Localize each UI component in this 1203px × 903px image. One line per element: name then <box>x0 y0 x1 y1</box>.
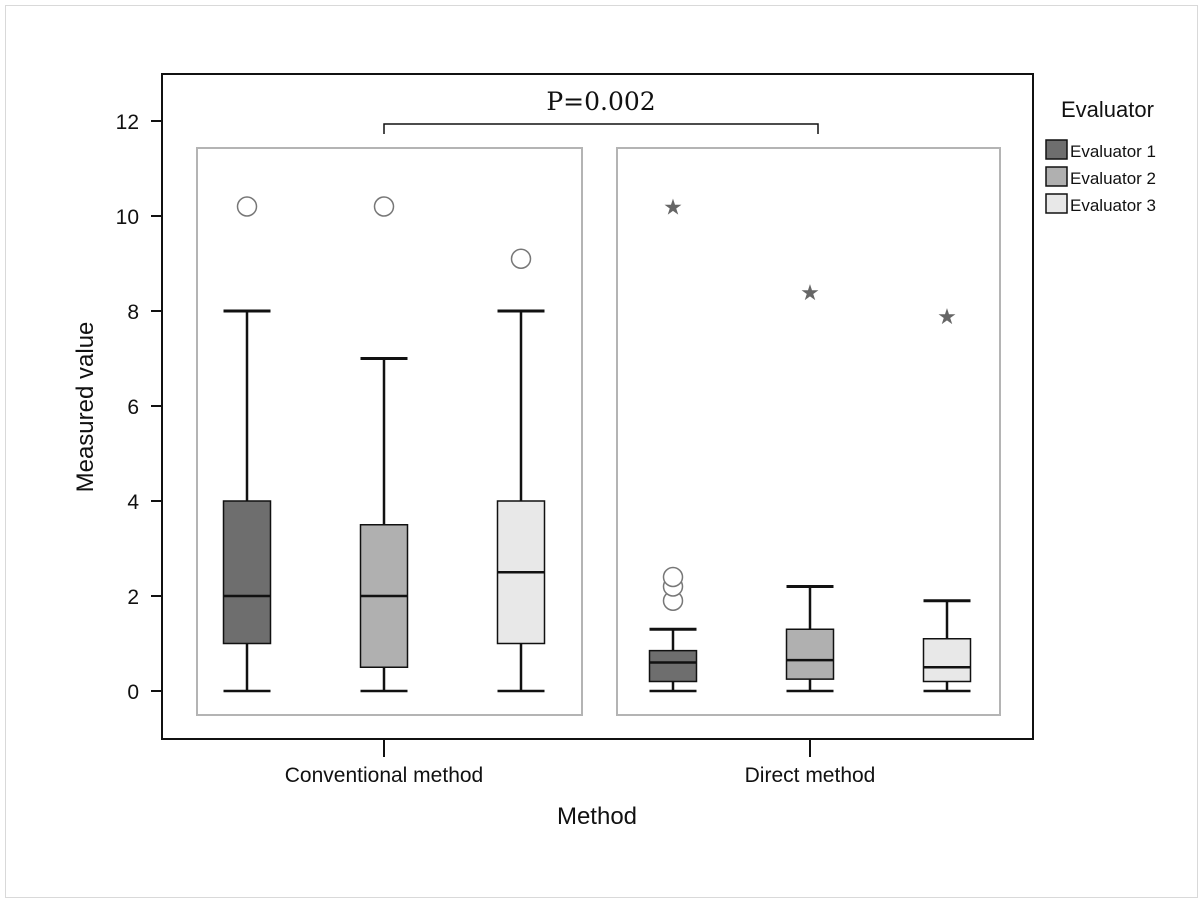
legend-title: Evaluator <box>1061 97 1154 122</box>
legend-label: Evaluator 2 <box>1070 169 1156 188</box>
box-evaluator-1 <box>222 196 272 693</box>
box-evaluator-3: ★ <box>922 305 972 693</box>
x-axis-title: Method <box>557 803 637 830</box>
category-panel-1 <box>196 147 583 716</box>
box-evaluator-2 <box>359 196 409 693</box>
box-iqr <box>922 638 972 683</box>
extreme-star: ★ <box>800 281 820 306</box>
box-iqr <box>648 649 698 683</box>
significance-label: P=0.002 <box>546 87 655 116</box>
y-tick-label: 2 <box>127 586 139 609</box>
y-tick-label: 0 <box>127 681 139 704</box>
y-axis-title: Measured value <box>72 322 99 493</box>
significance-bracket <box>383 123 819 134</box>
x-category-label: Direct method <box>745 764 876 787</box>
extreme-star: ★ <box>663 196 683 221</box>
legend-swatch <box>1045 193 1068 214</box>
box-evaluator-2: ★ <box>785 281 835 693</box>
y-tick-label: 8 <box>127 301 139 324</box>
outlier-point <box>236 196 258 217</box>
outlier-point <box>662 566 684 588</box>
y-tick-label: 6 <box>127 396 139 419</box>
legend: Evaluator Evaluator 1 Evaluator 2 Evaluato… <box>1045 97 1156 215</box>
legend-label: Evaluator 1 <box>1070 142 1156 161</box>
legend-swatch <box>1045 166 1068 187</box>
extreme-star: ★ <box>937 305 957 330</box>
box-iqr <box>222 500 272 645</box>
outlier-point <box>510 248 532 269</box>
y-tick-label: 12 <box>116 111 139 134</box>
legend-label: Evaluator 3 <box>1070 196 1156 215</box>
plot-area <box>161 73 1034 740</box>
outlier-point <box>373 196 395 217</box>
y-tick-label: 10 <box>116 206 139 229</box>
box-iqr <box>785 628 835 680</box>
box-evaluator-3 <box>496 248 546 693</box>
box-evaluator-1: ★ <box>648 196 698 693</box>
legend-swatch <box>1045 139 1068 160</box>
y-tick-label: 4 <box>127 491 139 514</box>
figure-frame <box>5 5 1198 898</box>
category-panel-2 <box>616 147 1001 716</box>
x-category-label: Conventional method <box>285 764 483 787</box>
